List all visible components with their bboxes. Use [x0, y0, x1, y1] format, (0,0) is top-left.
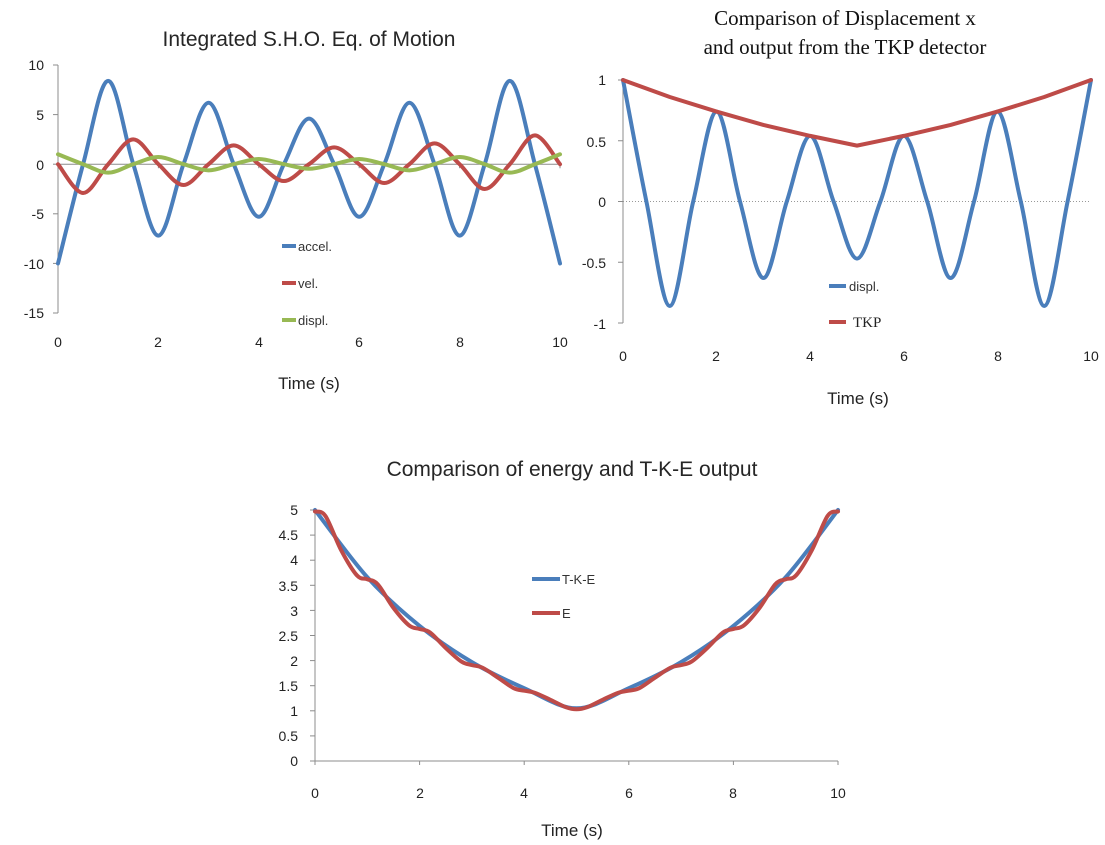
chart1-xtick-label: 0	[54, 334, 62, 350]
chart1-ytick-label: -5	[32, 206, 45, 222]
chart2-legend-label: TKP	[853, 315, 881, 331]
chart1-xtick-label: 4	[255, 334, 263, 350]
chart2-xtick-label: 10	[1083, 348, 1099, 364]
chart1-ytick-label: 10	[28, 57, 44, 73]
chart1-xtick-label: 2	[154, 334, 162, 350]
chart2-ytick-label: -1	[594, 316, 607, 332]
chart2-xtick-label: 6	[900, 348, 908, 364]
chart3-series-line-e	[313, 509, 840, 712]
chart3-xtick-label: 8	[729, 785, 737, 801]
chart3-ytick-label: 1.5	[279, 678, 299, 694]
chart3-title: Comparison of energy and T-K-E output	[387, 458, 758, 481]
chart3-ytick-label: 4.5	[279, 527, 299, 543]
chart-displacement-tkp: Comparison of Displacement x and output …	[582, 6, 1099, 408]
chart1-legend-label: accel.	[298, 239, 332, 254]
chart2-xtick-label: 4	[806, 348, 814, 364]
chart1-series-line-vel	[56, 133, 562, 195]
chart3-xtick-label: 0	[311, 785, 319, 801]
chart1-legend-label: displ.	[298, 313, 328, 328]
chart3-y-ticks: 5 4.5 4 3.5 3 2.5 2 1.5 1 0.5 0	[279, 502, 299, 769]
chart1-plot-area	[53, 64, 562, 314]
chart1-ytick-label: -15	[24, 305, 44, 321]
chart1-ytick-label: -10	[24, 256, 44, 272]
chart1-legend: accel. vel. displ.	[282, 239, 332, 328]
chart3-legend-label: T-K-E	[562, 572, 596, 587]
chart3-ytick-label: 0.5	[279, 728, 299, 744]
chart1-title: Integrated S.H.O. Eq. of Motion	[163, 28, 456, 51]
chart3-xtick-label: 6	[625, 785, 633, 801]
chart3-xtick-label: 2	[416, 785, 424, 801]
chart2-xtick-label: 8	[994, 348, 1002, 364]
chart1-ytick-label: 5	[36, 107, 44, 123]
chart-sho-motion: Integrated S.H.O. Eq. of Motion 10 5 0 -…	[24, 28, 568, 393]
chart2-xtick-label: 0	[619, 348, 627, 364]
chart3-ytick-label: 3	[290, 603, 298, 619]
chart1-series-line-displ	[56, 152, 562, 175]
chart1-xtick-label: 10	[552, 334, 568, 350]
chart3-ytick-label: 3.5	[279, 578, 299, 594]
chart2-ytick-label: -0.5	[582, 255, 606, 271]
chart3-ytick-label: 5	[290, 502, 298, 518]
chart2-ytick-label: 0	[598, 194, 606, 210]
chart2-plot-area	[618, 78, 1093, 324]
chart1-xtick-label: 8	[456, 334, 464, 350]
chart1-x-axis-label: Time (s)	[278, 374, 340, 393]
chart1-y-ticks: 10 5 0 -5 -10 -15	[24, 57, 44, 321]
chart3-legend: T-K-E E	[532, 572, 596, 621]
chart3-ytick-label: 1	[290, 703, 298, 719]
chart1-ytick-label: 0	[36, 157, 44, 173]
chart2-x-ticks: 0 2 4 6 8 10	[619, 348, 1099, 364]
chart2-ytick-label: 1	[598, 72, 606, 88]
chart3-xtick-label: 10	[830, 785, 846, 801]
chart1-x-ticks: 0 2 4 6 8 10	[54, 334, 568, 350]
chart2-x-axis-label: Time (s)	[827, 389, 889, 408]
chart1-xtick-label: 6	[355, 334, 363, 350]
chart2-legend-label: displ.	[849, 279, 879, 294]
chart2-title-line-1: Comparison of Displacement x	[714, 6, 976, 30]
chart1-series-line-accel	[56, 78, 562, 266]
chart2-series-line-displ	[621, 78, 1093, 308]
chart2-title-line-2: and output from the TKP detector	[704, 35, 987, 59]
chart3-ytick-label: 2	[290, 653, 298, 669]
chart2-legend: displ. TKP	[829, 279, 881, 331]
chart1-legend-label: vel.	[298, 276, 318, 291]
chart3-xtick-label: 4	[520, 785, 528, 801]
chart2-series-line-tkp	[621, 78, 1093, 148]
chart3-x-axis-label: Time (s)	[541, 821, 603, 840]
chart3-plot-area	[310, 508, 840, 765]
chart3-legend-label: E	[562, 606, 571, 621]
chart2-xtick-label: 2	[712, 348, 720, 364]
chart-energy-tke: Comparison of energy and T-K-E output 5 …	[279, 458, 846, 840]
chart3-ytick-label: 0	[290, 753, 298, 769]
chart2-ytick-label: 0.5	[587, 134, 607, 150]
chart3-x-ticks: 0 2 4 6 8 10	[311, 785, 846, 801]
chart3-ytick-label: 4	[290, 552, 298, 568]
chart3-ytick-label: 2.5	[279, 628, 299, 644]
chart2-y-ticks: 1 0.5 0 -0.5 -1	[582, 72, 606, 332]
